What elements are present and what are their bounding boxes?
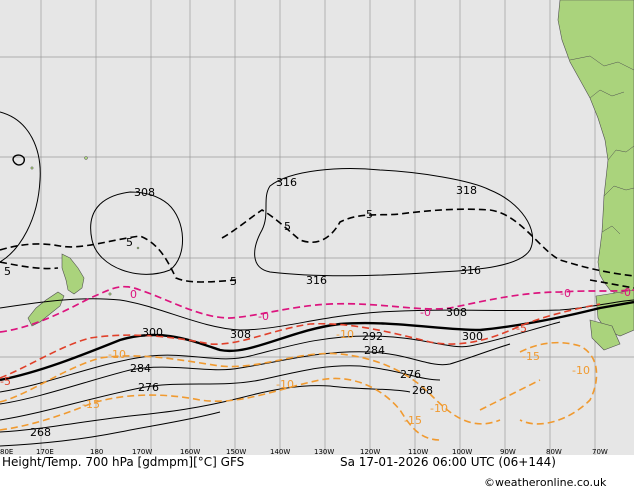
height-label: 5 [230, 275, 237, 288]
height-label: 308 [134, 186, 155, 199]
lon-tick: 160W [180, 448, 200, 456]
temp-labels: 0 -0 -5 -0 -0 -0 -10 -10 -5 -10 -15 -10 … [0, 286, 631, 427]
zero-isotherm [0, 285, 634, 333]
footer-bar [0, 455, 634, 490]
height-label: 292 [362, 330, 383, 343]
lon-tick: 90W [500, 448, 516, 456]
lon-tick: 110W [408, 448, 428, 456]
valid-time: Sa 17-01-2026 06:00 UTC (06+144) [340, 455, 556, 469]
height-label: 308 [230, 328, 251, 341]
height-label: 316 [460, 264, 481, 277]
temp-label: -10 [572, 364, 590, 377]
temp-label: -0 [420, 306, 431, 319]
dashed-black-contours [0, 208, 634, 289]
temp-label: -15 [82, 398, 100, 411]
map-title: Height/Temp. 700 hPa [gdmpm][°C] GFS [2, 455, 244, 469]
temp-label: -0 [620, 286, 631, 299]
height-label: 318 [456, 184, 477, 197]
cold-isotherms [0, 341, 598, 441]
lon-tick: 80W [546, 448, 562, 456]
temp-label: 0 [130, 288, 137, 301]
minus5-isotherm [0, 303, 601, 379]
height-label: 300 [462, 330, 483, 343]
temp-label: -5 [0, 375, 11, 388]
height-label: 5 [126, 236, 133, 249]
height-label: 268 [412, 384, 433, 397]
country-borders [569, 55, 634, 235]
height-label: 5 [4, 265, 11, 278]
temp-label: -10 [108, 348, 126, 361]
temp-label: -15 [404, 414, 422, 427]
height-label: 5 [284, 220, 291, 233]
longitude-ticks: 80E 170E 180 170W 160W 150W 140W 130W 12… [0, 448, 608, 456]
ocean-background [0, 0, 634, 455]
lon-tick: 130W [314, 448, 334, 456]
lon-tick: 170W [132, 448, 152, 456]
height-label: 308 [446, 306, 467, 319]
temp-label: -10 [336, 328, 354, 341]
lon-tick: 170E [36, 448, 54, 456]
temp-label: -0 [258, 310, 269, 323]
lon-tick: 100W [452, 448, 472, 456]
height-label: 316 [276, 176, 297, 189]
lon-tick: 120W [360, 448, 380, 456]
lon-tick: 150W [226, 448, 246, 456]
lon-tick: 140W [270, 448, 290, 456]
temp-label: -10 [276, 378, 294, 391]
height-labels: 308 316 318 5 5 5 5 5 316 316 308 300 30… [4, 176, 483, 439]
lon-tick: 80E [0, 448, 13, 456]
temp-label: -15 [522, 350, 540, 363]
height-label: 276 [400, 368, 421, 381]
lon-tick: 70W [592, 448, 608, 456]
temp-label: -10 [430, 402, 448, 415]
island-ring [12, 154, 26, 166]
height-label: 284 [364, 344, 385, 357]
lat-lon-grid [0, 0, 634, 455]
height-label: 316 [306, 274, 327, 287]
temp-label: -0 [560, 287, 571, 300]
islands [30, 156, 140, 296]
temp-label: -5 [516, 322, 527, 335]
land-south-america [557, 0, 634, 351]
lon-tick: 180 [90, 448, 103, 456]
height-label: 300 [142, 326, 163, 339]
height-label: 276 [138, 381, 159, 394]
height-label: 5 [366, 208, 373, 221]
height-label: 284 [130, 362, 151, 375]
height-label: 268 [30, 426, 51, 439]
copyright-link[interactable]: ©weatheronline.co.uk [484, 476, 607, 489]
